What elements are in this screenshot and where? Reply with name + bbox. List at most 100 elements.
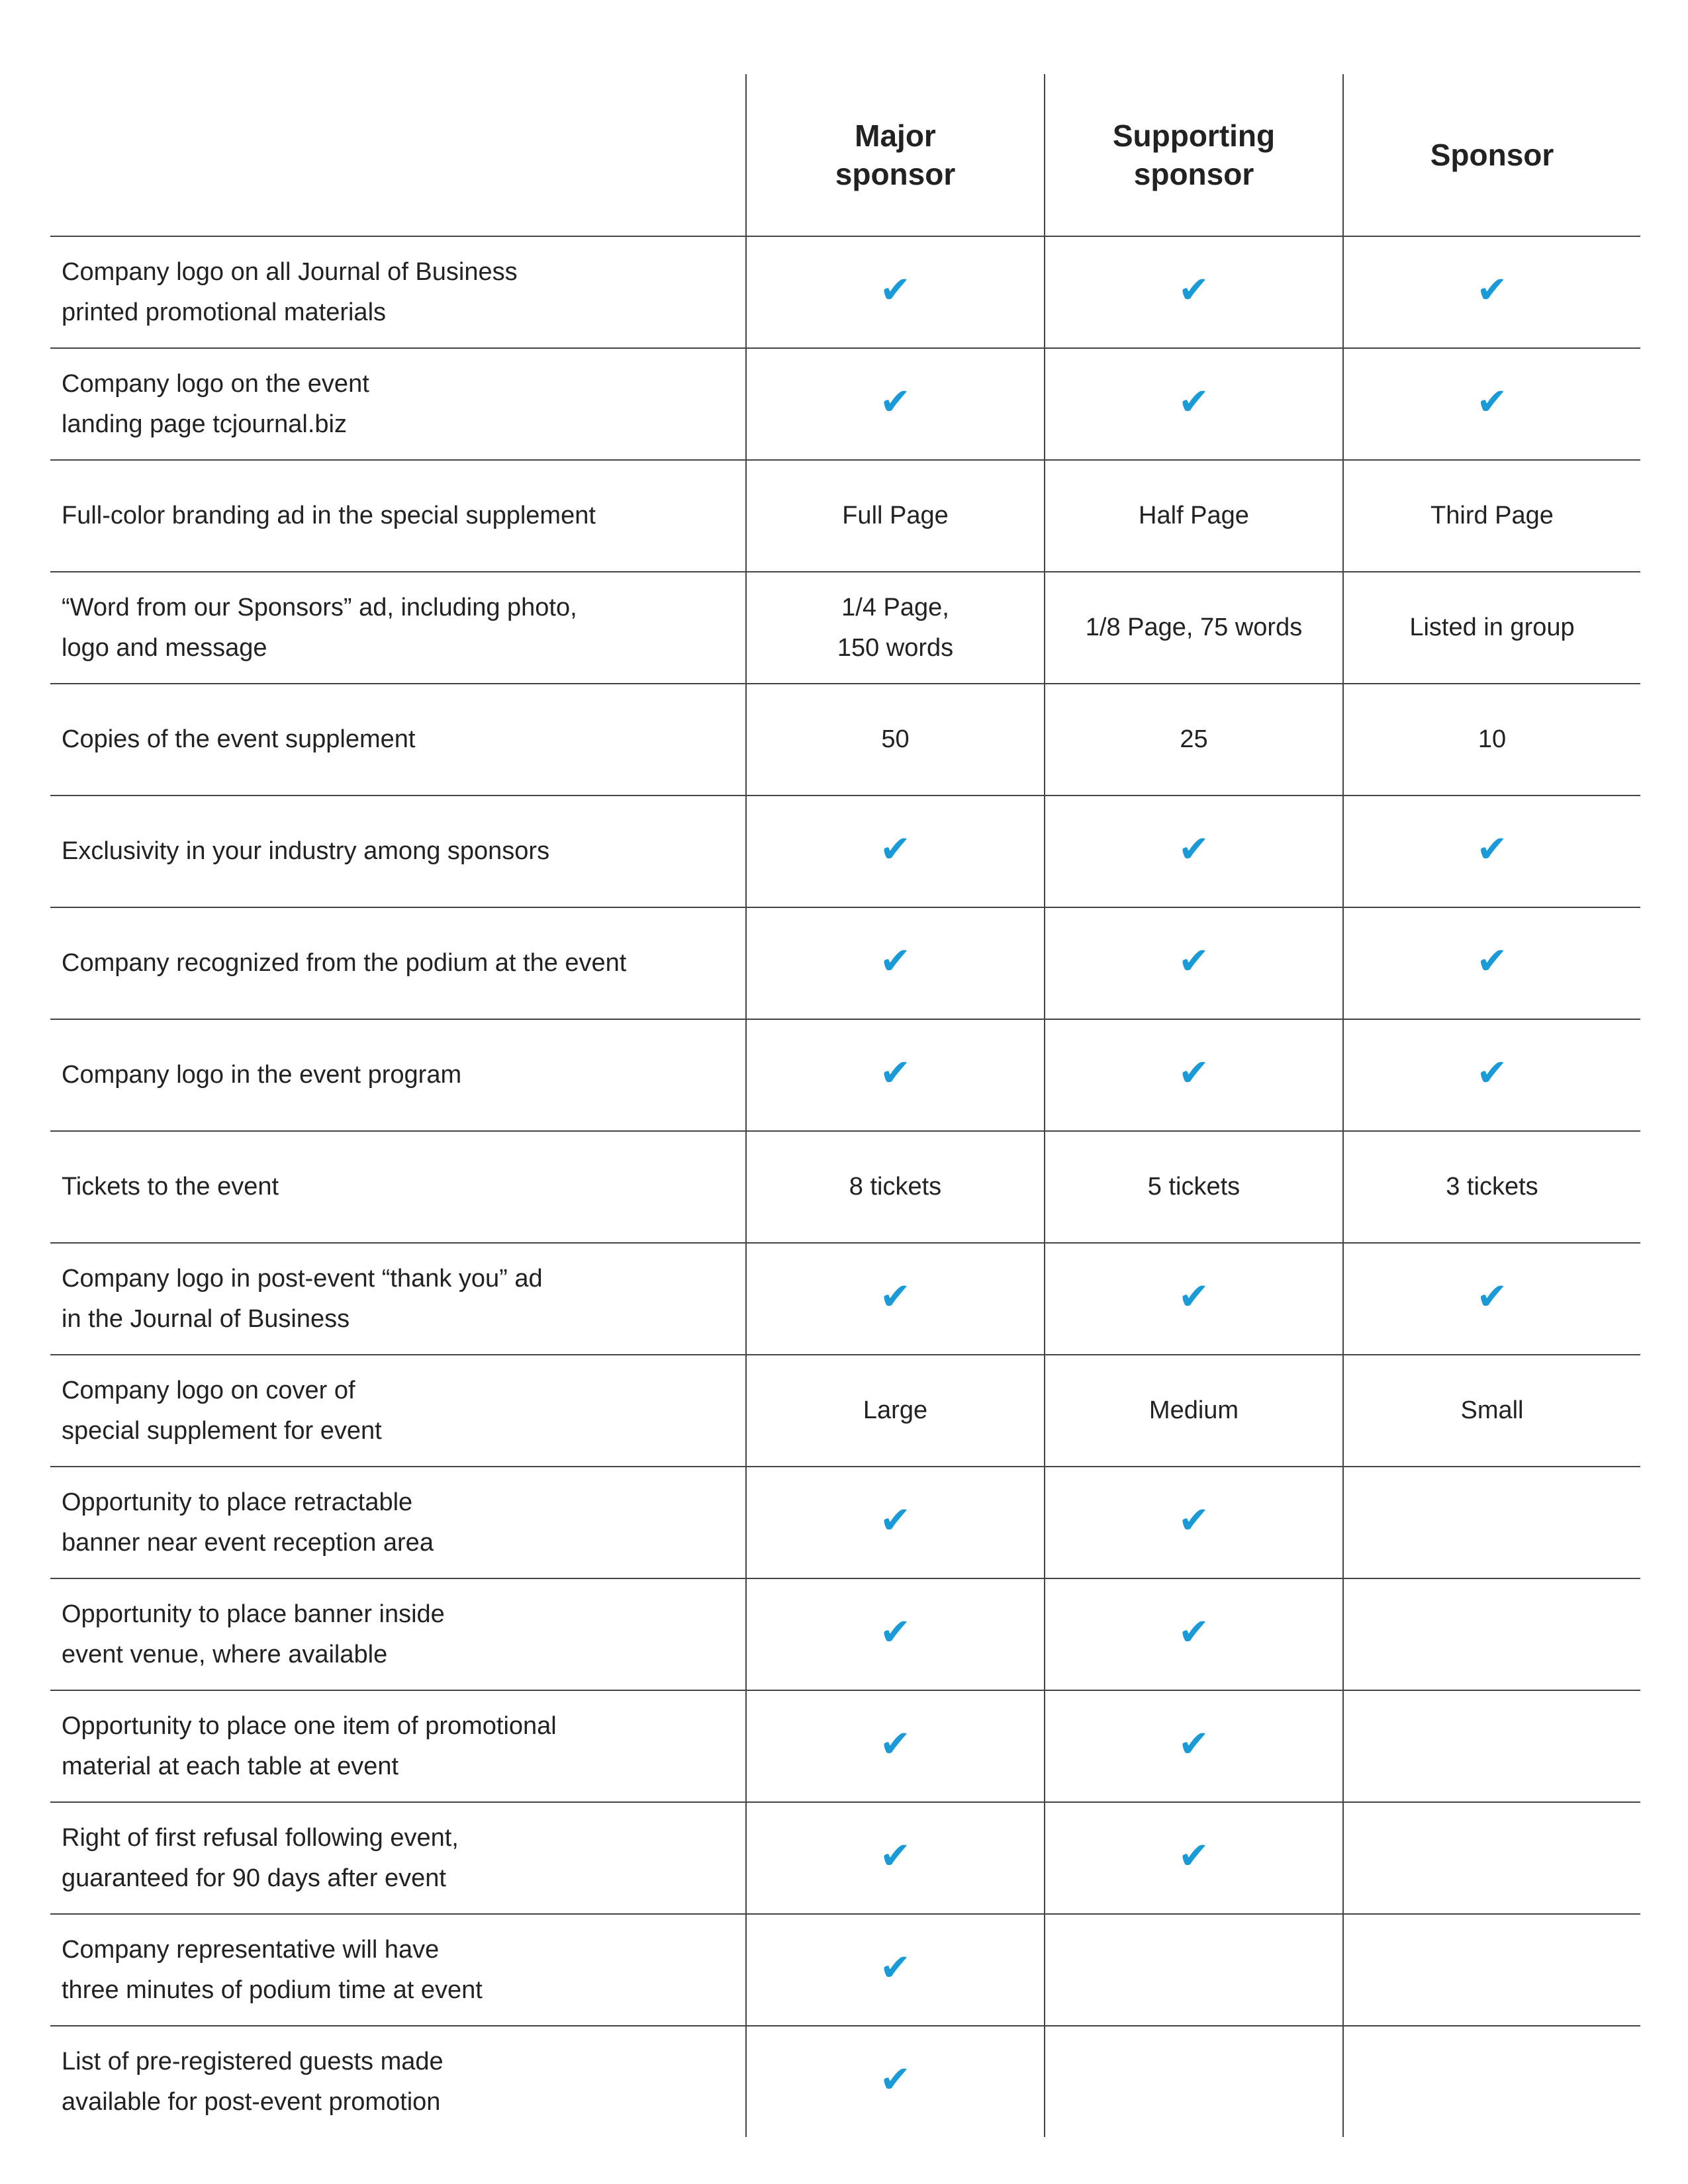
tier-cell bbox=[1342, 1801, 1640, 1914]
check-mark: ✔ bbox=[1476, 827, 1508, 871]
table-row: Opportunity to place banner inside event… bbox=[50, 1578, 1640, 1690]
tier-cell: ✔ bbox=[745, 1913, 1045, 2026]
check-mark: ✔ bbox=[880, 1498, 911, 1542]
check-mark: ✔ bbox=[1178, 827, 1209, 871]
check-mark: ✔ bbox=[1178, 380, 1209, 424]
feature-label: Company logo on the event landing page t… bbox=[50, 347, 746, 460]
cell-text: Opportunity to place banner inside event… bbox=[62, 1600, 445, 1668]
table-row: Company logo on all Journal of Business … bbox=[50, 236, 1640, 348]
tier-cell: 1/8 Page, 75 words bbox=[1044, 571, 1343, 684]
tier-cell: ✔ bbox=[1044, 1690, 1343, 1802]
check-mark: ✔ bbox=[880, 1610, 911, 1654]
cell-text: Company logo on the event landing page t… bbox=[62, 369, 369, 438]
cell-text: 50 bbox=[881, 725, 910, 753]
feature-label: Company logo in the event program bbox=[50, 1019, 746, 1131]
cell-text: 8 tickets bbox=[849, 1173, 942, 1201]
check-mark: ✔ bbox=[1476, 939, 1508, 983]
cell-text: Copies of the event supplement bbox=[62, 725, 416, 753]
column-header: Major sponsor bbox=[745, 74, 1045, 236]
feature-label: Tickets to the event bbox=[50, 1130, 746, 1243]
tier-cell: Third Page bbox=[1342, 459, 1640, 572]
table-row: Full-color branding ad in the special su… bbox=[50, 459, 1640, 572]
tier-cell: ✔ bbox=[1044, 1242, 1343, 1355]
tier-cell: ✔ bbox=[1342, 347, 1640, 460]
cell-text: Company logo in post-event “thank you” a… bbox=[62, 1264, 543, 1333]
check-mark: ✔ bbox=[880, 380, 911, 424]
tier-cell bbox=[1342, 2025, 1640, 2137]
cell-text: Company representative will have three m… bbox=[62, 1935, 483, 2004]
tier-cell: Full Page bbox=[745, 459, 1045, 572]
feature-label: Company logo in post-event “thank you” a… bbox=[50, 1242, 746, 1355]
tier-cell: ✔ bbox=[745, 1690, 1045, 1802]
cell-text: 10 bbox=[1477, 725, 1507, 753]
check-mark: ✔ bbox=[1476, 1051, 1508, 1095]
check-mark: ✔ bbox=[1178, 1834, 1209, 1878]
feature-label: Company representative will have three m… bbox=[50, 1913, 746, 2026]
cell-text: Tickets to the event bbox=[62, 1173, 279, 1201]
sponsor-table: Major sponsor Supporting sponsor Sponsor C… bbox=[50, 74, 1640, 2137]
table-row: Company logo on the event landing page t… bbox=[50, 347, 1640, 460]
check-mark: ✔ bbox=[1476, 268, 1508, 312]
tier-cell bbox=[1342, 1913, 1640, 2026]
tier-cell: Large bbox=[745, 1354, 1045, 1467]
tier-cell: ✔ bbox=[1044, 1801, 1343, 1914]
cell-text: Exclusivity in your industry among spons… bbox=[62, 837, 550, 865]
table-row: Copies of the event supplement 50 25 10 bbox=[50, 683, 1640, 796]
tier-cell: ✔ bbox=[1044, 1019, 1343, 1131]
column-header: Supporting sponsor bbox=[1044, 74, 1343, 236]
cell-text: Third Page bbox=[1430, 502, 1554, 529]
tier-cell: ✔ bbox=[745, 1466, 1045, 1578]
tier-cell: ✔ bbox=[1342, 1019, 1640, 1131]
check-mark: ✔ bbox=[880, 1834, 911, 1878]
cell-text: Full-color branding ad in the special su… bbox=[62, 502, 596, 529]
table-row: Company recognized from the podium at th… bbox=[50, 907, 1640, 1019]
cell-text: 5 tickets bbox=[1147, 1173, 1241, 1201]
check-mark: ✔ bbox=[1476, 380, 1508, 424]
table-row: Company logo in the event program ✔ ✔ ✔ bbox=[50, 1019, 1640, 1131]
check-mark: ✔ bbox=[880, 1946, 911, 1989]
table-body: Company logo on all Journal of Business … bbox=[50, 236, 1640, 2137]
check-mark: ✔ bbox=[880, 1051, 911, 1095]
check-mark: ✔ bbox=[880, 939, 911, 983]
tier-cell: ✔ bbox=[745, 347, 1045, 460]
tier-cell: Small bbox=[1342, 1354, 1640, 1467]
column-header: Sponsor bbox=[1342, 74, 1640, 236]
tier-cell: ✔ bbox=[1044, 1466, 1343, 1578]
feature-label: Copies of the event supplement bbox=[50, 683, 746, 796]
tier-cell: 8 tickets bbox=[745, 1130, 1045, 1243]
tier-cell: ✔ bbox=[1044, 347, 1343, 460]
table-row: Opportunity to place one item of promoti… bbox=[50, 1690, 1640, 1802]
feature-label: Opportunity to place banner inside event… bbox=[50, 1578, 746, 1690]
feature-label: Opportunity to place retractable banner … bbox=[50, 1466, 746, 1578]
check-mark: ✔ bbox=[1178, 1722, 1209, 1766]
cell-text: Full Page bbox=[842, 502, 949, 529]
tier-cell: ✔ bbox=[745, 1242, 1045, 1355]
tier-cell: ✔ bbox=[745, 795, 1045, 907]
cell-text: Company logo in the event program bbox=[62, 1061, 462, 1089]
table-row: “Word from our Sponsors” ad, including p… bbox=[50, 571, 1640, 684]
tier-cell bbox=[1342, 1578, 1640, 1690]
tier-cell: ✔ bbox=[1342, 907, 1640, 1019]
table-row: Right of first refusal following event, … bbox=[50, 1801, 1640, 1914]
tier-cell: 10 bbox=[1342, 683, 1640, 796]
cell-text: Company logo on cover of special supplem… bbox=[62, 1376, 382, 1445]
cell-text: Large bbox=[863, 1396, 928, 1424]
tier-cell: ✔ bbox=[745, 236, 1045, 348]
feature-label: Right of first refusal following event, … bbox=[50, 1801, 746, 1914]
table-head: Major sponsor Supporting sponsor Sponsor bbox=[50, 74, 1640, 236]
tier-cell: ✔ bbox=[1044, 907, 1343, 1019]
cell-text: Right of first refusal following event, … bbox=[62, 1823, 459, 1892]
cell-text: Company recognized from the podium at th… bbox=[62, 949, 627, 977]
tier-cell: Medium bbox=[1044, 1354, 1343, 1467]
check-mark: ✔ bbox=[1178, 939, 1209, 983]
tier-cell bbox=[1044, 1913, 1343, 2026]
cell-text: Listed in group bbox=[1409, 614, 1575, 641]
check-mark: ✔ bbox=[1178, 1610, 1209, 1654]
header-row: Major sponsor Supporting sponsor Sponsor bbox=[50, 74, 1640, 236]
tier-cell: Half Page bbox=[1044, 459, 1343, 572]
tier-cell: ✔ bbox=[1342, 236, 1640, 348]
check-mark: ✔ bbox=[1178, 268, 1209, 312]
table-row: Company logo on cover of special supplem… bbox=[50, 1354, 1640, 1467]
check-mark: ✔ bbox=[880, 827, 911, 871]
